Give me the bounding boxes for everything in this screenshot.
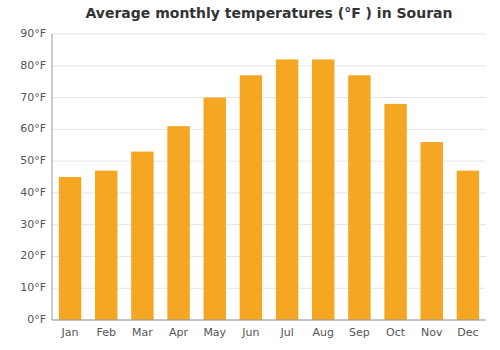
grid [52,34,486,320]
bar [204,98,226,320]
x-tick-label: Dec [457,326,478,339]
x-axis-line [52,320,486,321]
y-tick-label: 0°F [27,313,46,326]
y-tick-label: 70°F [20,91,46,104]
bars [59,59,479,320]
grid-line [52,320,486,321]
x-tick-label: Jul [279,326,293,339]
x-tick-label: Feb [97,326,116,339]
grid-line [52,34,486,35]
y-tick-label: 90°F [20,27,46,40]
bar [95,171,117,320]
title: Average monthly temperatures (°F ) in So… [86,5,453,21]
x-tick-label: Oct [386,326,406,339]
bar [131,152,153,320]
x-tick-label: May [203,326,226,339]
y-tick-label: 80°F [20,59,46,72]
x-tick-label: Apr [169,326,189,339]
chart-container: 0°F 10°F 20°F 30°F 40°F 50°F 60°F 70°F 80°F 90°F J… [0,0,500,350]
y-tick-label: 40°F [20,186,46,199]
grid-line [52,97,486,98]
chart-svg: 0°F 10°F 20°F 30°F 40°F 50°F 60°F 70°F 80°F 90°F J… [0,0,500,350]
y-axis-line [52,34,53,320]
x-tick-label: Nov [421,326,443,339]
bar [421,142,443,320]
bar [312,59,334,320]
x-tick-label: Mar [132,326,153,339]
y-tick-label: 50°F [20,154,46,167]
bar [457,171,479,320]
grid-line [52,65,486,66]
x-tick-label: Sep [349,326,370,339]
x-ticks: Jan Feb Mar Apr May Jun Jul Aug Sep Oct Nov Dec [61,326,479,339]
page: {"chart_data": {"type": "bar", "title": … [0,0,500,350]
y-tick-label: 30°F [20,218,46,231]
bar [384,104,406,320]
x-tick-label: Aug [313,326,334,339]
x-tick-label: Jan [61,326,79,339]
y-ticks: 0°F 10°F 20°F 30°F 40°F 50°F 60°F 70°F 80°F 90°F [20,27,46,326]
bar [348,75,370,320]
y-tick-label: 60°F [20,122,46,135]
bar [59,177,81,320]
y-tick-label: 10°F [20,281,46,294]
grid-line [52,129,486,130]
bar [240,75,262,320]
y-tick-label: 20°F [20,249,46,262]
bar [276,59,298,320]
x-tick-label: Jun [241,326,259,339]
bar [167,126,189,320]
